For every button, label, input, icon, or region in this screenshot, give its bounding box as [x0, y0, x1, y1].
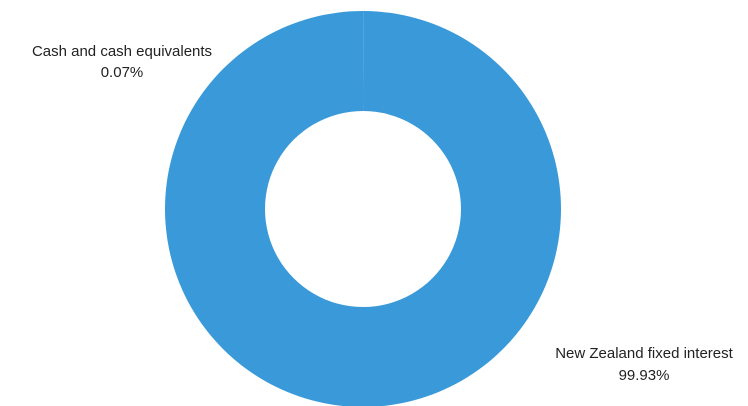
slice-label-cash-name: Cash and cash equivalents	[32, 43, 212, 60]
donut-slice-new-zealand-fixed-interest	[165, 11, 561, 406]
slice-label-cash-percent: 0.07%	[101, 64, 144, 81]
donut-slices	[165, 11, 561, 406]
slice-label-nz-name: New Zealand fixed interest	[555, 345, 733, 362]
donut-slice-cash-and-cash-equivalents	[363, 11, 364, 112]
slice-label-nz-percent: 99.93%	[619, 367, 670, 384]
slice-label-nz-fixed-interest: New Zealand fixed interest 99.93%	[555, 345, 733, 384]
slice-label-cash: Cash and cash equivalents 0.07%	[32, 43, 212, 81]
